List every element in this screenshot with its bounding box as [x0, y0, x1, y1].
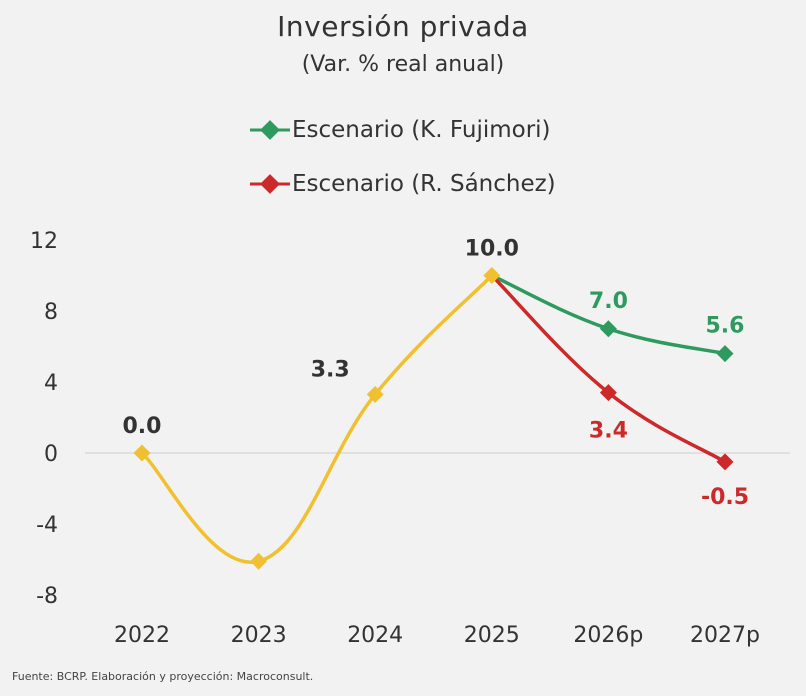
- y-tick-label: 0: [44, 442, 58, 467]
- x-tick-label: 2024: [347, 623, 403, 648]
- data-label: 5.6: [706, 314, 745, 339]
- data-point: [599, 384, 617, 402]
- y-tick-label: -8: [36, 584, 58, 609]
- legend-label-sanchez: Escenario (R. Sánchez): [292, 171, 556, 197]
- series-line: [140, 273, 494, 564]
- data-label: 3.3: [311, 357, 350, 382]
- y-tick-label: -4: [36, 513, 58, 538]
- legend-marker-sanchez: [250, 174, 290, 194]
- legend-item-fujimori: Escenario (K. Fujimori): [250, 115, 551, 145]
- data-point: [716, 345, 734, 363]
- legend-label-fujimori: Escenario (K. Fujimori): [292, 117, 551, 143]
- data-label: 10.0: [465, 237, 519, 262]
- source-note: Fuente: BCRP. Elaboración y proyección: …: [12, 670, 314, 683]
- data-point: [250, 552, 268, 570]
- data-point: [716, 453, 734, 471]
- data-point: [599, 320, 617, 338]
- legend-item-sanchez: Escenario (R. Sánchez): [250, 169, 556, 199]
- data-point: [133, 444, 151, 462]
- data-label: 3.4: [589, 419, 628, 444]
- data-label: 0.0: [123, 414, 162, 439]
- legend-marker-fujimori: [250, 120, 290, 140]
- x-tick-label: 2025: [464, 623, 520, 648]
- chart-title: Inversión privada: [277, 10, 529, 43]
- y-tick-label: 8: [44, 300, 58, 325]
- chart-subtitle: (Var. % real anual): [301, 52, 505, 77]
- y-tick-label: 4: [44, 371, 58, 396]
- y-tick-label: 12: [30, 229, 58, 254]
- data-label: 7.0: [589, 289, 628, 314]
- data-point: [366, 385, 384, 403]
- data-point: [483, 267, 501, 284]
- x-tick-label: 2023: [231, 623, 287, 648]
- x-tick-label: 2027p: [690, 623, 760, 648]
- data-label: -0.5: [701, 485, 749, 510]
- x-tick-label: 2026p: [573, 623, 643, 648]
- x-tick-label: 2022: [114, 623, 170, 648]
